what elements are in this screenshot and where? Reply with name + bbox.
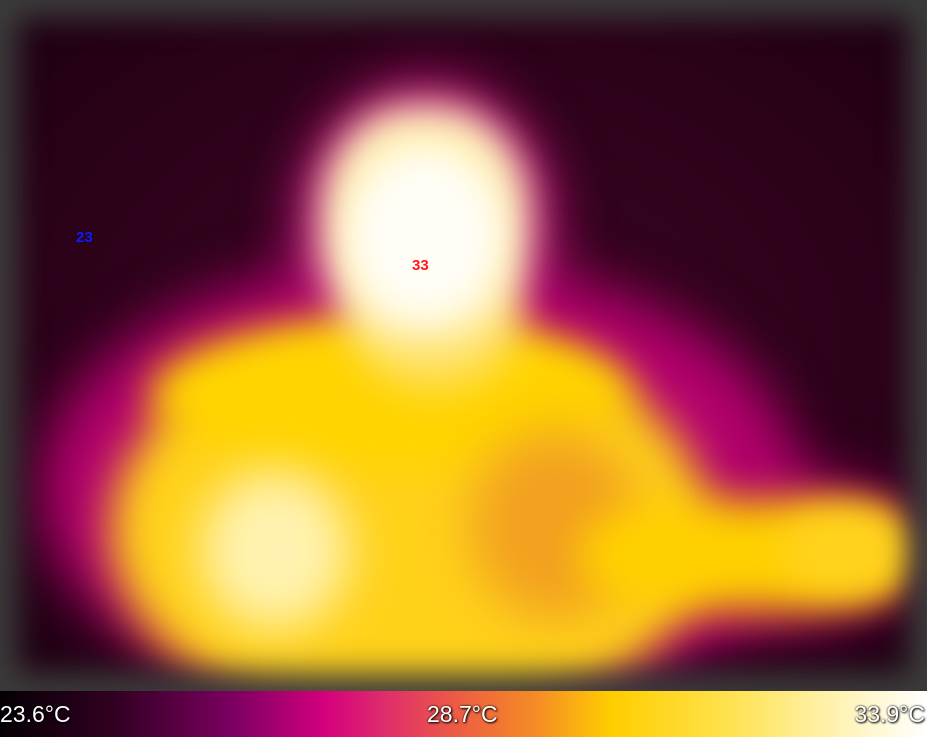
min-temp-marker: 23	[76, 229, 93, 246]
face-hotspot	[350, 150, 500, 320]
scale-min-label: 23.6°C	[0, 701, 71, 727]
max-temp-marker: 33	[412, 257, 429, 274]
temperature-scale-bar: 23.6°C 28.7°C 33.9°C	[0, 691, 927, 737]
scale-mid-label: 28.7°C	[427, 701, 498, 727]
hand-heat	[780, 505, 920, 595]
scale-max-label: 33.9°C	[854, 701, 925, 727]
thermal-image: 23 33	[0, 0, 927, 691]
torso-bright-patch	[200, 470, 350, 630]
